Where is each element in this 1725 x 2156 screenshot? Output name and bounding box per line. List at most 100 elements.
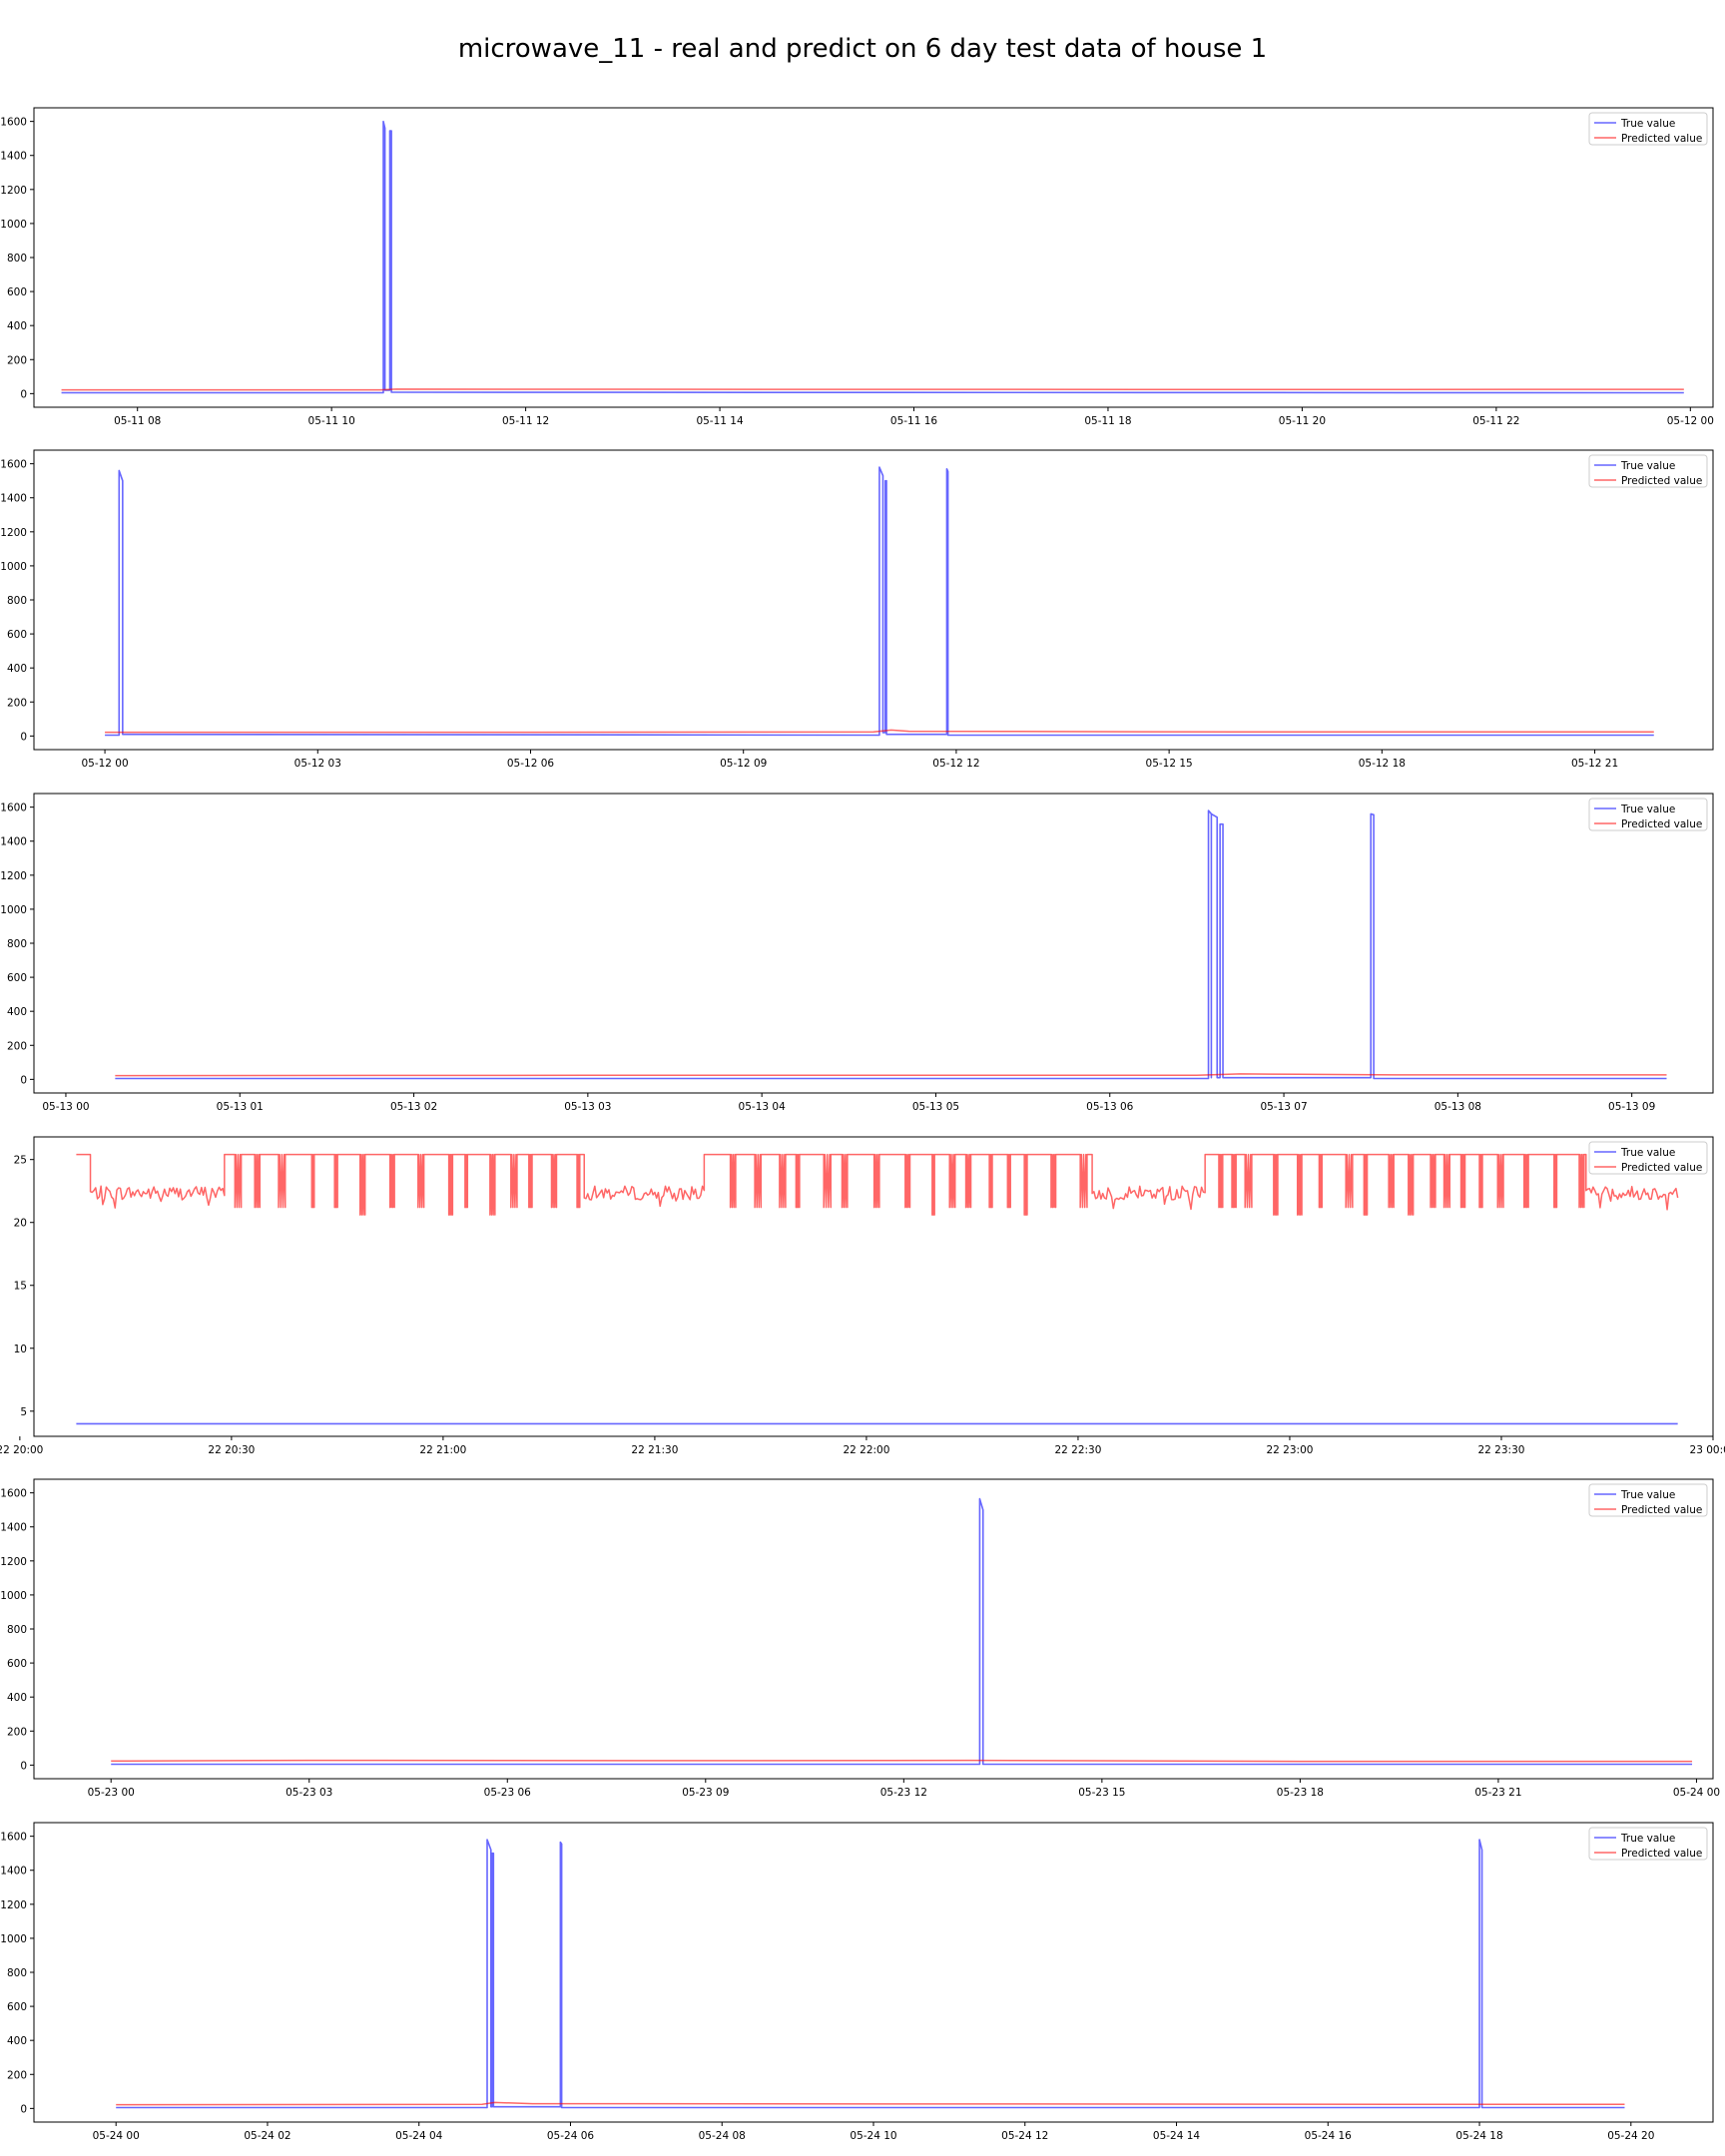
legend-predicted-label: Predicted value [1621, 1504, 1702, 1516]
x-tick-label: 22 20:00 [0, 1444, 43, 1456]
legend: True value Predicted value [1588, 112, 1708, 146]
x-tick-label: 05-13 07 [1260, 1101, 1307, 1113]
x-tick-label: 05-23 12 [880, 1787, 927, 1799]
x-tick-label: 22 20:30 [208, 1444, 255, 1456]
axes-frame [33, 793, 1714, 1094]
x-tick-label: 05-13 03 [564, 1101, 611, 1113]
y-tick-label: 200 [7, 354, 27, 366]
x-tick-label: 05-12 03 [294, 758, 341, 770]
y-tick-label: 1000 [0, 1590, 27, 1602]
y-tick-label: 1200 [0, 527, 27, 539]
legend-predicted-label: Predicted value [1621, 475, 1702, 487]
x-tick-label: 22 23:30 [1477, 1444, 1524, 1456]
x-tick-label: 05-12 15 [1146, 758, 1193, 770]
y-tick-label: 1600 [0, 1488, 27, 1500]
y-tick-label: 200 [7, 1726, 27, 1738]
legend-box [1588, 1827, 1708, 1861]
predicted-value-line [116, 2101, 1625, 2106]
y-tick-label: 1400 [0, 151, 27, 163]
y-tick-label: 0 [20, 2103, 27, 2115]
x-tick-label: 22 22:00 [843, 1444, 889, 1456]
x-tick-label: 22 21:00 [419, 1444, 466, 1456]
y-tick-label: 1000 [0, 219, 27, 231]
y-tick-label: 1600 [0, 1832, 27, 1844]
y-tick-label: 600 [7, 2001, 27, 2013]
y-tick-label: 1400 [0, 493, 27, 505]
y-tick-label: 0 [20, 731, 27, 743]
y-tick-label: 800 [7, 595, 27, 607]
y-tick-label: 400 [7, 1692, 27, 1704]
x-tick-label: 05-11 12 [502, 415, 549, 427]
x-tick-label: 05-13 08 [1435, 1101, 1481, 1113]
y-tick-label: 600 [7, 629, 27, 641]
x-tick-label: 05-23 09 [682, 1787, 729, 1799]
axes-frame [33, 449, 1714, 751]
x-tick-label: 05-12 18 [1359, 758, 1406, 770]
legend-box [1588, 798, 1708, 831]
axes-frame [33, 1822, 1714, 2123]
y-tick-label: 1600 [0, 459, 27, 471]
y-tick-label: 800 [7, 1624, 27, 1636]
predicted-value-line [111, 1759, 1693, 1763]
legend-predicted-label: Predicted value [1621, 1848, 1702, 1860]
x-tick-label: 05-11 22 [1472, 415, 1519, 427]
x-tick-label: 05-24 20 [1607, 2130, 1654, 2142]
y-tick-label: 0 [20, 1760, 27, 1772]
x-tick-label: 05-24 16 [1305, 2130, 1353, 2142]
y-tick-label: 600 [7, 286, 27, 298]
x-tick-label: 05-24 08 [699, 2130, 746, 2142]
y-tick-label: 200 [7, 1040, 27, 1052]
legend-box [1588, 454, 1708, 488]
x-tick-label: 05-24 02 [244, 2130, 290, 2142]
x-tick-label: 05-24 04 [395, 2130, 443, 2142]
y-tick-label: 1000 [0, 904, 27, 916]
true-value-line [105, 466, 1654, 737]
predicted-value-line [105, 729, 1654, 734]
x-tick-label: 05-13 04 [739, 1101, 787, 1113]
x-tick-label: 05-11 18 [1084, 415, 1131, 427]
x-tick-label: 05-11 16 [890, 415, 938, 427]
y-tick-label: 1400 [0, 836, 27, 848]
subplot-4: 5 10 15 20 25 22 20:00 22 20:30 22 21:00 22 21:3… [0, 1136, 1725, 1456]
legend-predicted-label: Predicted value [1621, 1162, 1702, 1174]
legend-box [1588, 112, 1708, 146]
y-tick-label: 1400 [0, 1866, 27, 1878]
y-tick-label: 800 [7, 938, 27, 950]
x-tick-label: 05-13 05 [912, 1101, 959, 1113]
x-tick-label: 22 22:30 [1054, 1444, 1101, 1456]
x-tick-label: 23 00:00 [1690, 1444, 1725, 1456]
y-tick-label: 1200 [0, 1899, 27, 1911]
x-tick-label: 05-12 06 [507, 758, 555, 770]
legend: True value Predicted value [1588, 1483, 1708, 1517]
x-tick-label: 05-12 09 [720, 758, 767, 770]
legend-box [1588, 1483, 1708, 1517]
subplot-2: 0 200 400 600 800 1000 1200 1400 1600 05-12 00 05-… [0, 449, 1714, 770]
x-tick-label: 05-11 20 [1279, 415, 1326, 427]
x-tick-label: 05-23 06 [484, 1787, 532, 1799]
x-tick-label: 05-11 14 [696, 415, 744, 427]
y-tick-label: 15 [14, 1281, 27, 1293]
predicted-value-line [76, 1153, 1679, 1216]
y-tick-label: 800 [7, 1967, 27, 1979]
legend: True value Predicted value [1588, 1827, 1708, 1861]
subplot-1: 0 200 400 600 800 1000 1200 1400 1600 05-11 08 05-… [0, 107, 1714, 427]
x-tick-label: 05-24 00 [1673, 1787, 1720, 1799]
legend-predicted-label: Predicted value [1621, 818, 1702, 830]
x-tick-label: 05-13 09 [1608, 1101, 1655, 1113]
x-tick-label: 05-12 00 [81, 758, 128, 770]
y-tick-label: 600 [7, 1658, 27, 1670]
y-tick-label: 1400 [0, 1522, 27, 1534]
y-tick-label: 0 [20, 388, 27, 400]
y-tick-label: 800 [7, 253, 27, 265]
y-tick-label: 20 [14, 1218, 27, 1230]
legend-true-label: True value [1620, 1147, 1675, 1159]
axes-frame [33, 1478, 1714, 1780]
legend-true-label: True value [1620, 804, 1675, 815]
x-tick-label: 05-11 10 [308, 415, 355, 427]
x-tick-label: 05-13 01 [217, 1101, 264, 1113]
legend-true-label: True value [1620, 460, 1675, 472]
x-tick-label: 05-12 21 [1571, 758, 1618, 770]
y-tick-label: 200 [7, 2069, 27, 2081]
x-tick-label: 05-23 21 [1474, 1787, 1521, 1799]
